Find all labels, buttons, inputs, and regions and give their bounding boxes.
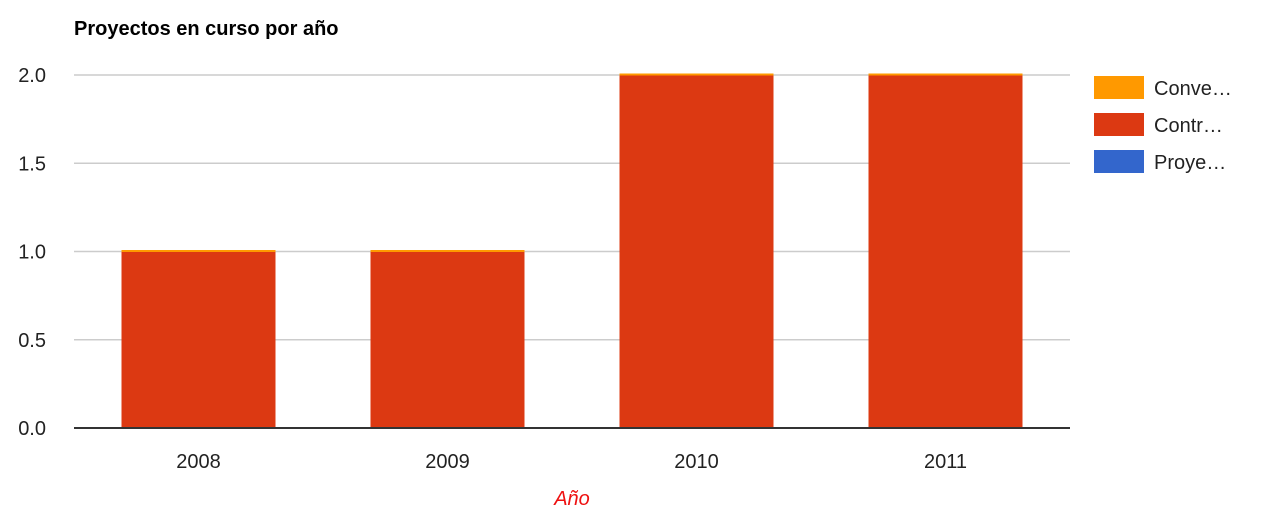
x-tick-label: 2010 <box>674 451 719 473</box>
bar-cap <box>370 250 525 252</box>
bar-contr <box>619 75 774 428</box>
bar-cap <box>121 250 276 252</box>
legend-label: Contr… <box>1154 115 1223 137</box>
bar-cap <box>868 73 1023 76</box>
y-tick-label: 0.5 <box>18 330 46 352</box>
x-tick-labels: 2008 2009 2010 2011 <box>176 451 967 473</box>
legend-label: Proye… <box>1154 152 1226 174</box>
x-axis-label: Año <box>553 488 590 510</box>
x-tick-label: 2011 <box>924 451 967 473</box>
bar-contr <box>370 251 525 428</box>
legend-swatch <box>1094 113 1144 136</box>
y-tick-label: 1.0 <box>18 242 46 264</box>
chart-title: Proyectos en curso por año <box>74 18 339 40</box>
legend-swatch <box>1094 76 1144 99</box>
legend-swatch <box>1094 150 1144 173</box>
bar-contr <box>868 75 1023 428</box>
y-tick-labels: 0.0 0.5 1.0 1.5 2.0 <box>18 65 46 440</box>
bar-contr <box>121 251 276 428</box>
legend: Conve… Contr… Proye… <box>1094 76 1232 174</box>
y-tick-label: 1.5 <box>18 153 46 175</box>
x-tick-label: 2008 <box>176 451 221 473</box>
y-tick-label: 0.0 <box>18 418 46 440</box>
bars <box>121 73 1023 428</box>
y-tick-label: 2.0 <box>18 65 46 87</box>
legend-label: Conve… <box>1154 78 1232 100</box>
bar-cap <box>619 73 774 76</box>
x-tick-label: 2009 <box>425 451 470 473</box>
